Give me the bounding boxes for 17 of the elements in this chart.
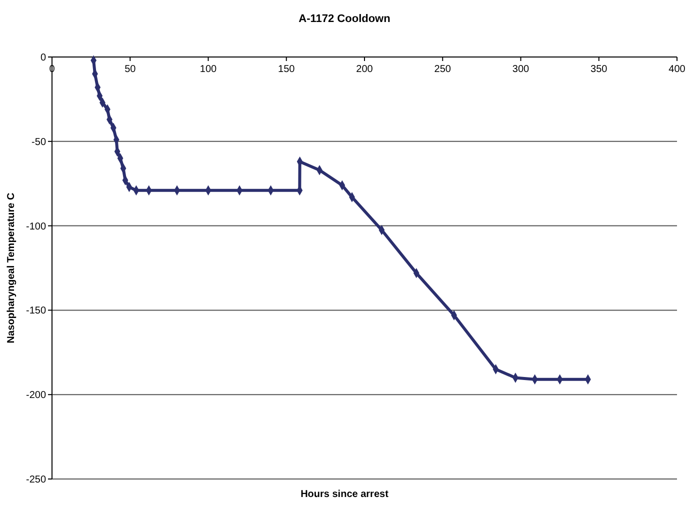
y-tick-label: -250 — [26, 474, 46, 486]
x-tick-label: 200 — [356, 64, 374, 75]
y-tick-label: 0 — [40, 52, 46, 64]
x-tick-label: 100 — [200, 64, 218, 75]
y-tick-label: -100 — [26, 221, 46, 232]
x-tick-label: 50 — [124, 64, 136, 75]
y-tick-label: -200 — [26, 390, 46, 402]
x-tick-label: 300 — [512, 64, 530, 75]
x-tick-label: 350 — [590, 64, 608, 75]
x-axis-title: Hours since arrest — [300, 489, 390, 500]
y-tick-label: -50 — [32, 136, 46, 148]
x-tick-label: 250 — [434, 64, 452, 75]
x-tick-label: 400 — [668, 64, 686, 75]
chart-title: A-1172 Cooldown — [298, 13, 391, 25]
x-tick-label: 150 — [278, 64, 296, 75]
y-tick-label: -150 — [26, 306, 46, 317]
y-axis-title: Nasopharyngeal Temperature C — [6, 192, 17, 344]
